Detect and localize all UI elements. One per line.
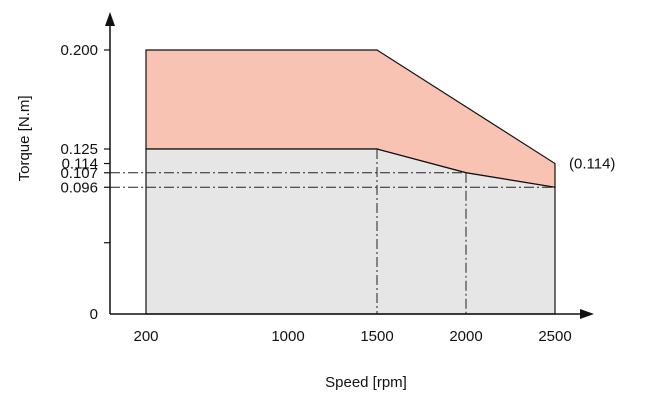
axes bbox=[104, 12, 594, 319]
x-tick-label: 1500 bbox=[360, 328, 393, 345]
x-tick-label: 2000 bbox=[449, 328, 482, 345]
y-axis-arrow-icon bbox=[105, 12, 115, 26]
y-tick-label: 0.200 bbox=[60, 42, 98, 59]
y-tick-label: 0.114 bbox=[62, 156, 98, 173]
y-tick-label: 0.107 bbox=[60, 165, 98, 182]
y-tick-label: 0.125 bbox=[60, 141, 98, 158]
peak-torque-annotation: (0.114) bbox=[569, 156, 615, 173]
chart-regions bbox=[145, 49, 556, 315]
y-tick-label: 0.096 bbox=[60, 179, 98, 196]
y-axis-title: Torque [N.m] bbox=[16, 96, 33, 182]
chart-labels: 200 1000 1500 2000 2500 0 0.0960.1070.1140.125… bbox=[16, 42, 615, 391]
x-axis-title: Speed [rpm] bbox=[325, 374, 407, 391]
x-tick-label: 1000 bbox=[271, 328, 304, 345]
x-tick-label: 2500 bbox=[538, 328, 571, 345]
reference-lines bbox=[110, 149, 555, 314]
x-axis-arrow-icon bbox=[580, 309, 594, 319]
x-tick-label: 200 bbox=[133, 328, 158, 345]
y-tick-label: 0 bbox=[90, 306, 98, 323]
